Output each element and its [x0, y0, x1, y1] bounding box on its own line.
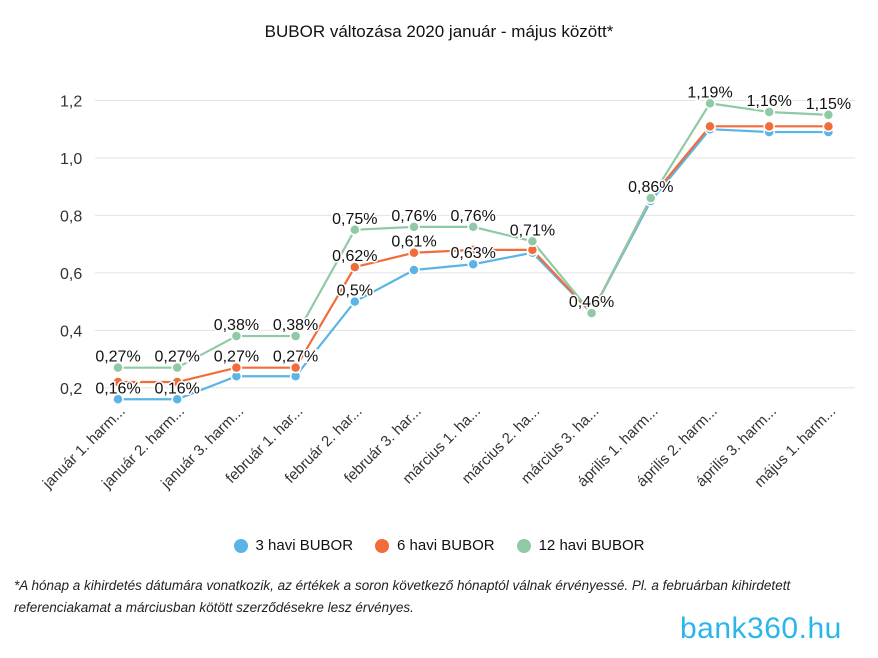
series-0-data-label-0: 0,16%: [95, 380, 140, 397]
y-tick-label-4: 1,0: [60, 151, 82, 168]
series-2-point-8: [585, 307, 598, 319]
series-1-point-1: [171, 376, 183, 388]
series-2-point-9: [645, 192, 657, 204]
y-tick-label-5: 1,2: [60, 93, 82, 110]
series-2-point-1: [171, 361, 183, 374]
series-1-point-4: [349, 261, 361, 273]
series-1-data-label-2: 0,27%: [214, 349, 259, 366]
y-tick-label-3: 0,8: [60, 208, 82, 225]
legend-label-1: 6 havi BUBOR: [397, 537, 495, 554]
series-2-data-label-8: 0,46%: [569, 294, 614, 311]
series-0-point-5: [408, 264, 420, 276]
series-0-point-0: [112, 393, 124, 406]
series-2-point-7: [526, 235, 539, 248]
series-2-data-label-4: 0,75%: [332, 211, 377, 228]
series-0-data-label-1: 0,16%: [155, 380, 200, 397]
y-tick-label-1: 0,4: [60, 323, 82, 340]
y-tick-label-0: 0,2: [60, 381, 82, 398]
series-2-data-label-11: 1,16%: [747, 93, 792, 110]
series-2-data-label-0: 0,27%: [95, 349, 140, 366]
series-2-point-2: [230, 330, 243, 342]
series-0-data-label-6: 0,63%: [451, 245, 496, 262]
series-1-point-0: [112, 376, 124, 388]
chart-legend: 3 havi BUBOR 6 havi BUBOR 12 havi BUBOR: [0, 537, 878, 554]
series-1-data-label-4: 0,62%: [332, 248, 377, 265]
footnote: *A hónap a kihirdetés dátumára vonatkozi…: [14, 578, 791, 615]
legend-item-0: 3 havi BUBOR: [233, 537, 354, 554]
series-0-point-1: [171, 393, 183, 406]
legend-swatch-1: [375, 538, 390, 553]
series-2-point-5: [408, 221, 420, 233]
chart-title: BUBOR változása 2020 január - május közö…: [264, 22, 614, 41]
legend-swatch-2: [516, 538, 531, 553]
legend-label-2: 12 havi BUBOR: [538, 537, 645, 554]
series-2-point-3: [289, 330, 302, 342]
bank360-logo: bank360.hu: [680, 612, 842, 645]
series-1-point-10: [704, 120, 716, 133]
series-2-data-label-10: 1,19%: [687, 84, 732, 101]
series-2-data-label-5: 0,76%: [391, 208, 436, 225]
series-2-data-label-2: 0,38%: [214, 317, 259, 334]
series-1-point-3: [289, 361, 302, 374]
series-1-point-5: [408, 246, 420, 259]
series-1-data-label-5: 0,61%: [391, 234, 436, 251]
series-2-point-4: [349, 224, 361, 236]
series-2-data-label-7: 0,71%: [510, 222, 555, 239]
series-1-point-11: [763, 120, 775, 133]
series-1-point-6: [467, 244, 479, 256]
legend-item-2: 12 havi BUBOR: [516, 537, 645, 554]
y-tick-label-2: 0,6: [60, 266, 82, 283]
series-0-data-label-4: 0,5%: [337, 283, 373, 300]
series-2-point-10: [704, 97, 716, 110]
series-2-data-label-9: 0,86%: [628, 179, 673, 196]
series-1-point-12: [822, 120, 835, 133]
series-2-point-0: [112, 361, 124, 374]
series-0-point-4: [349, 295, 361, 308]
series-2-data-label-12: 1,15%: [806, 96, 851, 113]
series-1-data-label-3: 0,27%: [273, 349, 318, 366]
series-2-data-label-1: 0,27%: [155, 349, 200, 366]
series-2-point-6: [467, 221, 479, 233]
series-2-data-label-3: 0,38%: [273, 317, 318, 334]
series-2-point-11: [763, 106, 775, 118]
series-2-point-12: [822, 109, 835, 121]
legend-item-1: 6 havi BUBOR: [375, 537, 495, 554]
series-1-point-2: [230, 361, 243, 374]
legend-label-0: 3 havi BUBOR: [255, 537, 354, 554]
legend-swatch-0: [233, 538, 248, 553]
series-0-point-6: [467, 258, 479, 270]
series-2-data-label-6: 0,76%: [451, 208, 496, 225]
